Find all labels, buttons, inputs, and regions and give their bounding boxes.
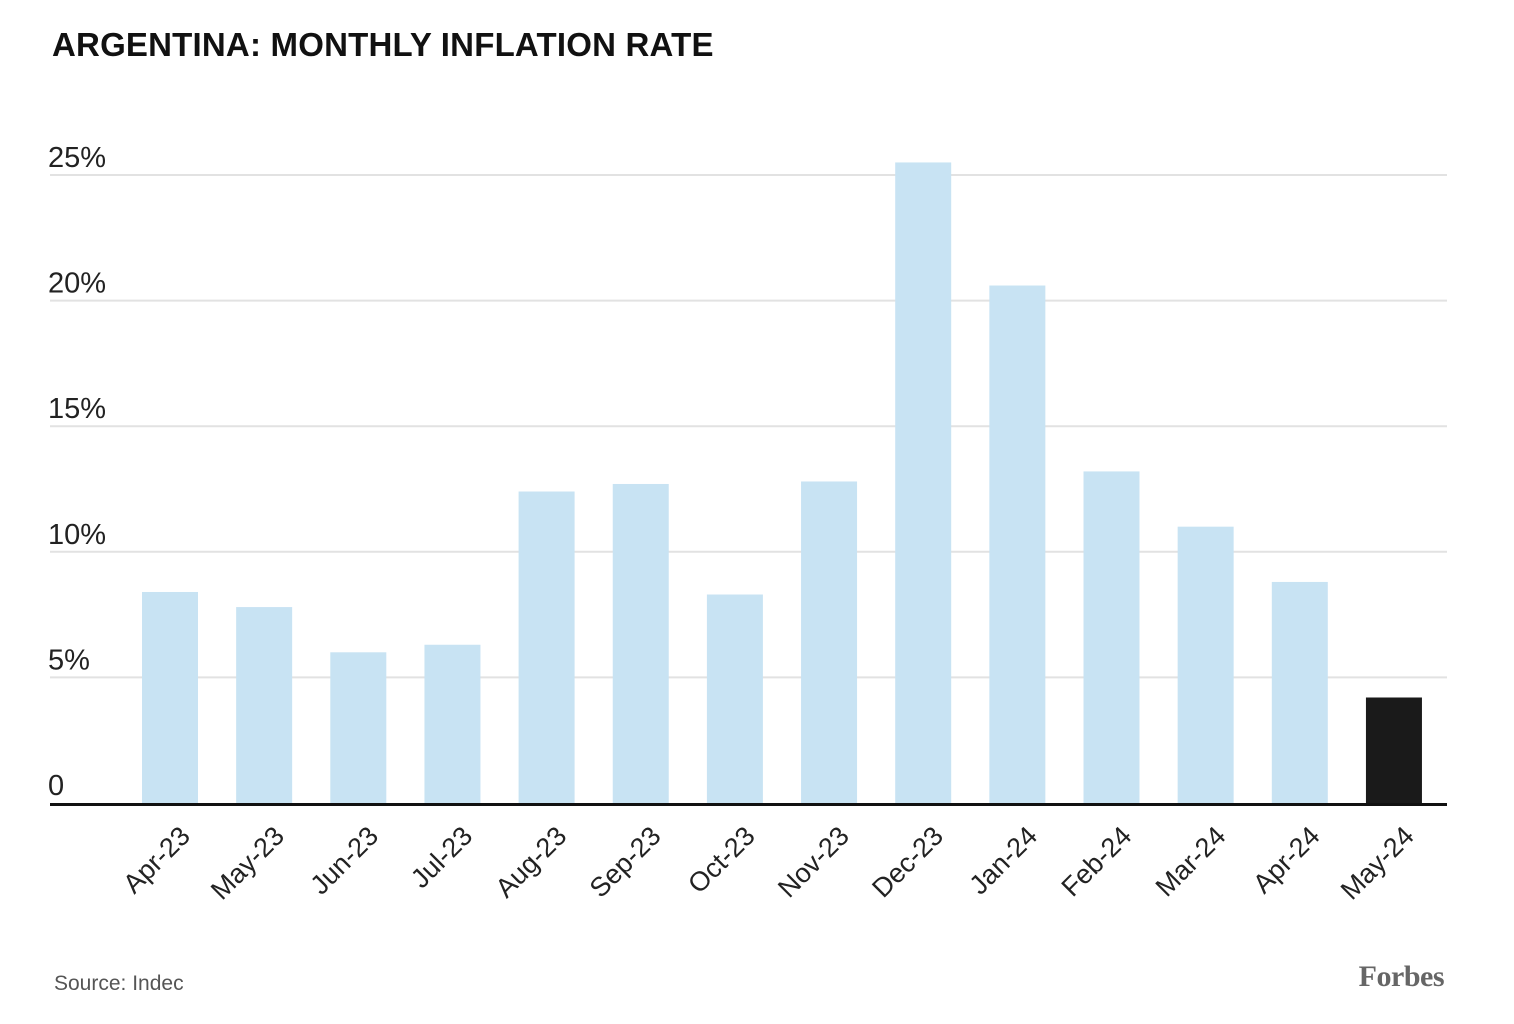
- x-tick-label: Aug-23: [490, 821, 573, 904]
- x-axis-ticks: Apr-23 May-23 Jun-23 Jul-23 Aug-23 Sep-23 Oct-…: [117, 821, 1419, 906]
- x-tick-label: Feb-24: [1056, 821, 1138, 903]
- bar-mar-24: [1177, 526, 1234, 803]
- x-tick-label: Apr-24: [1247, 821, 1326, 900]
- x-tick-label: May-24: [1335, 821, 1420, 906]
- x-tick-label: Dec-23: [866, 821, 949, 904]
- x-tick-label: Jul-23: [405, 821, 478, 894]
- bar-sep-23: [612, 483, 669, 803]
- bars: [142, 162, 1422, 803]
- x-tick-label: Mar-24: [1150, 821, 1232, 903]
- x-tick-label: May-23: [205, 821, 290, 906]
- chart-title: ARGENTINA: MONTHLY INFLATION RATE: [52, 26, 714, 63]
- bar-oct-23: [706, 594, 763, 803]
- bar-may-24: [1365, 697, 1422, 803]
- bar-feb-24: [1083, 471, 1140, 803]
- x-tick-label: Jan-24: [964, 821, 1044, 901]
- bar-apr-24: [1271, 581, 1328, 803]
- y-tick-label: 15%: [48, 393, 106, 425]
- bar-jul-23: [424, 644, 481, 803]
- x-tick-label: Apr-23: [117, 821, 196, 900]
- y-axis-ticks: 0 5% 10% 15% 20% 25%: [48, 142, 106, 802]
- bar-jan-24: [989, 285, 1046, 803]
- source-note: Source: Indec: [54, 972, 184, 995]
- bar-may-23: [236, 607, 293, 803]
- bar-apr-23: [142, 591, 198, 803]
- bar-nov-23: [801, 481, 858, 803]
- x-tick-label: Oct-23: [682, 821, 761, 900]
- y-tick-label: 20%: [48, 268, 106, 300]
- y-tick-label: 25%: [48, 142, 106, 174]
- y-tick-label: 10%: [48, 519, 106, 551]
- x-tick-label: Sep-23: [584, 821, 667, 904]
- x-tick-label: Jun-23: [305, 821, 385, 901]
- x-tick-label: Nov-23: [772, 821, 855, 904]
- forbes-logo: Forbes: [1358, 960, 1445, 993]
- bar-aug-23: [518, 491, 575, 803]
- bar-jun-23: [330, 652, 387, 803]
- y-tick-label: 5%: [48, 644, 90, 676]
- y-tick-label: 0: [48, 770, 64, 802]
- bar-dec-23: [895, 162, 952, 803]
